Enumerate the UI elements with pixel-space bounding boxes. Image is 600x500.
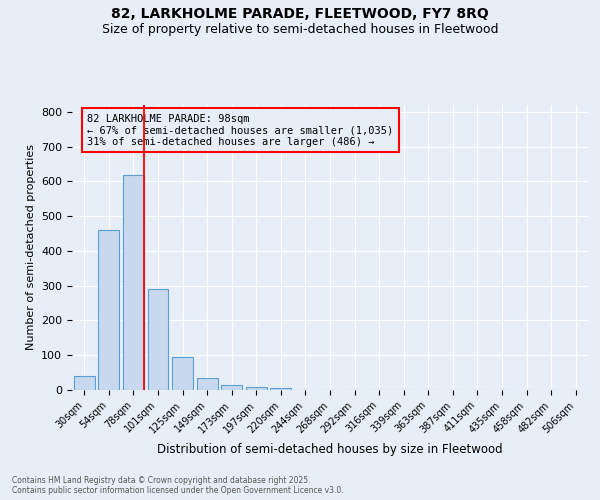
Bar: [197, 378, 218, 390]
Bar: [172, 357, 193, 390]
Bar: [98, 230, 119, 390]
Bar: [148, 289, 169, 390]
Text: Size of property relative to semi-detached houses in Fleetwood: Size of property relative to semi-detach…: [102, 22, 498, 36]
Bar: [74, 376, 95, 390]
Y-axis label: Number of semi-detached properties: Number of semi-detached properties: [26, 144, 35, 350]
X-axis label: Distribution of semi-detached houses by size in Fleetwood: Distribution of semi-detached houses by …: [157, 443, 503, 456]
Text: Contains HM Land Registry data © Crown copyright and database right 2025.
Contai: Contains HM Land Registry data © Crown c…: [12, 476, 344, 495]
Text: 82, LARKHOLME PARADE, FLEETWOOD, FY7 8RQ: 82, LARKHOLME PARADE, FLEETWOOD, FY7 8RQ: [111, 8, 489, 22]
Bar: [221, 385, 242, 390]
Bar: [246, 386, 267, 390]
Text: 82 LARKHOLME PARADE: 98sqm
← 67% of semi-detached houses are smaller (1,035)
31%: 82 LARKHOLME PARADE: 98sqm ← 67% of semi…: [88, 114, 394, 147]
Bar: [123, 174, 144, 390]
Bar: [271, 388, 292, 390]
